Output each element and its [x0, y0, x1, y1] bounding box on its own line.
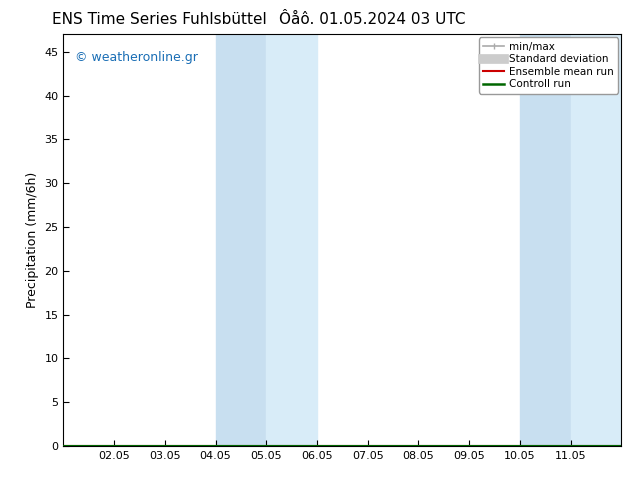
Text: ENS Time Series Fuhlsbüttel: ENS Time Series Fuhlsbüttel: [51, 12, 266, 27]
Legend: min/max, Standard deviation, Ensemble mean run, Controll run: min/max, Standard deviation, Ensemble me…: [479, 37, 618, 94]
Bar: [571, 34, 621, 446]
Text: Ôåô. 01.05.2024 03 UTC: Ôåô. 01.05.2024 03 UTC: [279, 12, 465, 27]
Bar: [266, 34, 317, 446]
Y-axis label: Precipitation (mm/6h): Precipitation (mm/6h): [26, 172, 39, 308]
Bar: [520, 34, 571, 446]
Text: © weatheronline.gr: © weatheronline.gr: [75, 51, 197, 64]
Bar: [216, 34, 266, 446]
